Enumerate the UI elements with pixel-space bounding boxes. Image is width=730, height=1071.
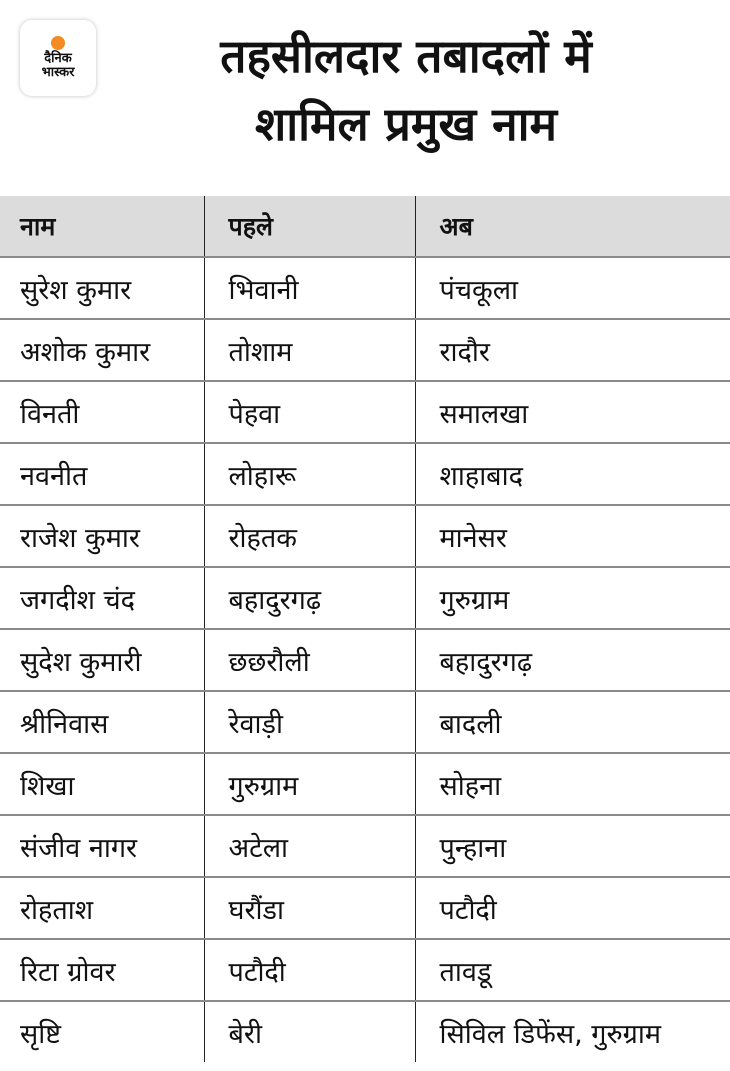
table-row: सुरेश कुमार भिवानी पंचकूला — [0, 257, 730, 320]
cell-name: संजीव नागर — [0, 815, 204, 878]
cell-current: पटौदी — [414, 877, 730, 940]
header-name: नाम — [0, 196, 204, 258]
table-row: सृष्टि बेरी सिविल डिफेंस, गुरुग्राम — [0, 1001, 730, 1062]
logo-line-1: दैनिक — [44, 51, 72, 66]
cell-previous: भिवानी — [203, 257, 415, 320]
cell-previous: बेरी — [203, 1001, 415, 1062]
page-title: तहसीलदार तबादलों में शामिल प्रमुख नाम — [106, 22, 706, 158]
table-row: श्रीनिवास रेवाड़ी बादली — [0, 691, 730, 754]
table-row: रिटा ग्रोवर पटौदी तावडू — [0, 939, 730, 1002]
cell-previous: लोहारू — [203, 443, 415, 506]
table-row: नवनीत लोहारू शाहाबाद — [0, 443, 730, 506]
table-row: सुदेश कुमारी छछरौली बहादुरगढ़ — [0, 629, 730, 692]
dainik-bhaskar-logo: दैनिक भास्कर — [20, 20, 96, 96]
table-row: विनती पेहवा समालखा — [0, 381, 730, 444]
cell-previous: तोशाम — [203, 319, 415, 382]
logo-line-2: भास्कर — [41, 65, 75, 80]
cell-current: बहादुरगढ़ — [414, 629, 730, 692]
cell-previous: रोहतक — [203, 505, 415, 568]
cell-current: पंचकूला — [414, 257, 730, 320]
cell-name: सृष्टि — [20, 1018, 62, 1050]
cell-current: बादली — [414, 691, 730, 754]
cell-previous: छछरौली — [203, 629, 415, 692]
cell-current: पुन्हाना — [414, 815, 730, 878]
table-row: शिखा गुरुग्राम सोहना — [0, 753, 730, 816]
title-line-1: तहसीलदार तबादलों में — [220, 29, 592, 83]
cell-current: समालखा — [414, 381, 730, 444]
table-row: संजीव नागर अटेला पुन्हाना — [0, 815, 730, 878]
sun-icon — [51, 36, 65, 50]
cell-current: गुरुग्राम — [414, 567, 730, 630]
cell-name: सुरेश कुमार — [0, 257, 204, 320]
cell-name: अशोक कुमार — [0, 319, 204, 382]
title-line-2: शामिल प्रमुख नाम — [254, 97, 558, 151]
cell-name: नवनीत — [0, 443, 204, 506]
cell-previous: घरौंडा — [203, 877, 415, 940]
cell-name: राजेश कुमार — [0, 505, 204, 568]
cell-previous: पटौदी — [203, 939, 415, 1002]
header-current: अब — [414, 196, 730, 258]
cell-current: शाहाबाद — [414, 443, 730, 506]
cell-name: श्रीनिवास — [0, 691, 204, 754]
table-row: रोहताश घरौंडा पटौदी — [0, 877, 730, 940]
table-row: अशोक कुमार तोशाम रादौर — [0, 319, 730, 382]
cell-current: तावडू — [414, 939, 730, 1002]
header-previous: पहले — [203, 196, 415, 258]
cell-current: रादौर — [414, 319, 730, 382]
cell-name: रोहताश — [0, 877, 204, 940]
table-header-row: नाम पहले अब — [0, 196, 730, 258]
cell-previous: अटेला — [203, 815, 415, 878]
table-row: जगदीश चंद बहादुरगढ़ गुरुग्राम — [0, 567, 730, 630]
cell-current: सोहना — [414, 753, 730, 816]
cell-current: सिविल डिफेंस, गुरुग्राम — [414, 1001, 730, 1062]
cell-previous: रेवाड़ी — [203, 691, 415, 754]
cell-name: विनती — [0, 381, 204, 444]
cell-previous: पेहवा — [203, 381, 415, 444]
cell-name: शिखा — [0, 753, 204, 816]
cell-previous: बहादुरगढ़ — [203, 567, 415, 630]
table-row: राजेश कुमार रोहतक मानेसर — [0, 505, 730, 568]
cell-previous: गुरुग्राम — [203, 753, 415, 816]
transfers-table: नाम पहले अब सुरेश कुमार भिवानी पंचकूला अशोक क… — [0, 196, 730, 1062]
cell-current: मानेसर — [414, 505, 730, 568]
cell-name: सुदेश कुमारी — [0, 629, 204, 692]
cell-name: रिटा ग्रोवर — [0, 939, 204, 1002]
cell-name: जगदीश चंद — [0, 567, 204, 630]
